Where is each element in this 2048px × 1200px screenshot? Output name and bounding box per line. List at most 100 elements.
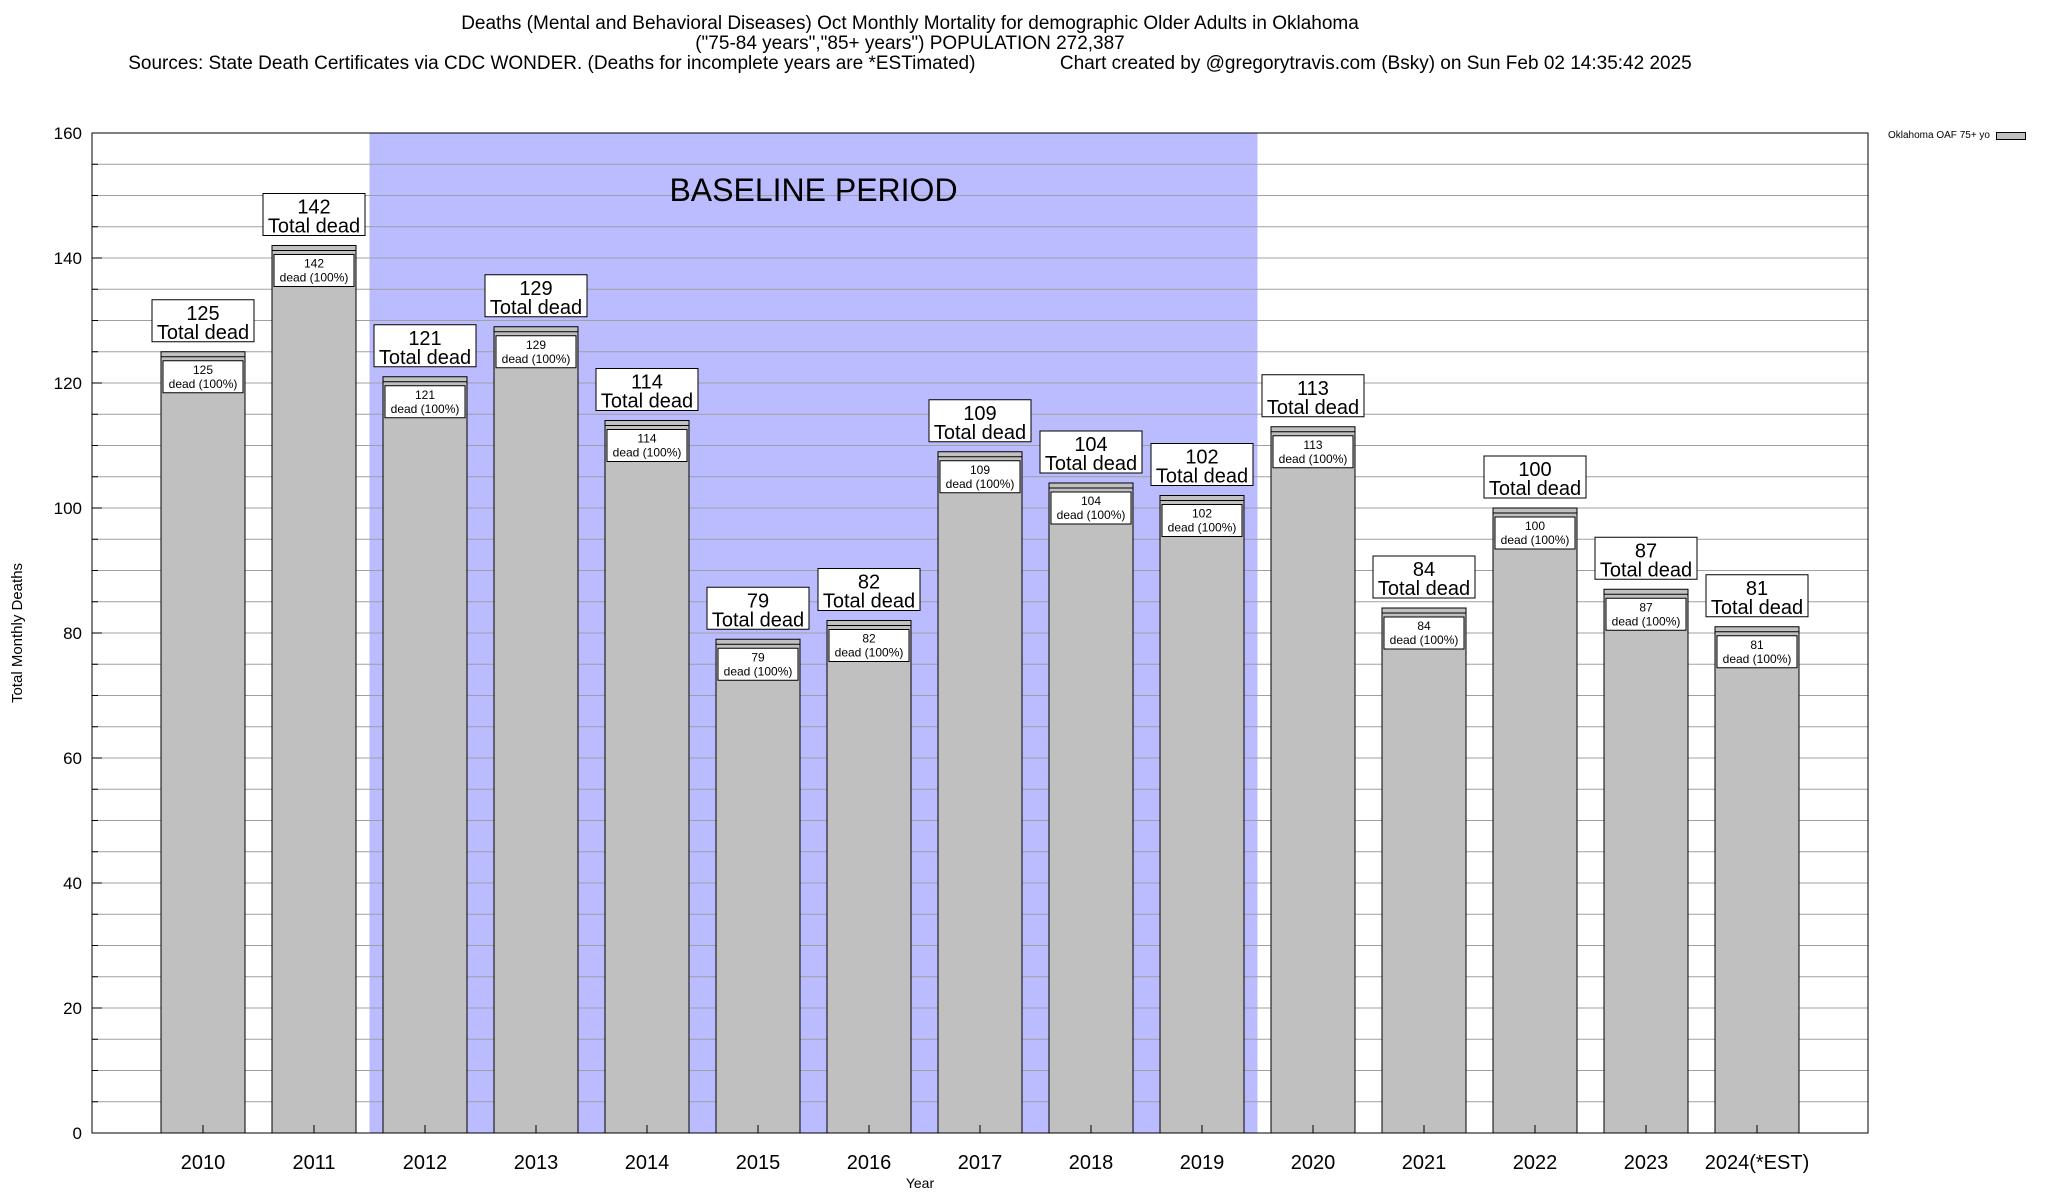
top-label-value: 102 (1185, 447, 1218, 469)
inner-label-box (606, 429, 688, 462)
inner-label-text: dead (100%) (502, 352, 571, 366)
top-label-box (484, 274, 588, 318)
inner-label-box (1605, 597, 1687, 631)
bar (1159, 495, 1245, 1134)
y-tick-label: 60 (63, 749, 82, 768)
inner-label-text: dead (100%) (613, 446, 682, 460)
inner-label-value: 82 (862, 632, 876, 646)
inner-label-box (1050, 491, 1132, 525)
top-label-box (1483, 455, 1587, 499)
bar (160, 351, 246, 1134)
bar (1048, 482, 1134, 1134)
y-tick-label: 40 (63, 874, 82, 893)
top-label-box (817, 568, 921, 611)
top-label-box (1261, 374, 1365, 418)
y-tick-label: 160 (54, 124, 82, 143)
inner-label-value: 125 (193, 363, 213, 377)
top-label-box (595, 368, 699, 411)
y-tick-label: 80 (63, 624, 82, 643)
top-label-text: Total dead (1267, 397, 1359, 419)
inner-label-box (717, 647, 799, 681)
top-label-value: 121 (408, 328, 441, 350)
bar (1603, 588, 1689, 1134)
x-axis-label: Year (906, 1175, 935, 1191)
bar (1381, 607, 1467, 1134)
bar (382, 376, 468, 1134)
top-label-value: 104 (1074, 434, 1107, 456)
x-tick-label: 2023 (1624, 1152, 1669, 1174)
top-label-value: 129 (519, 278, 552, 300)
top-label-value: 113 (1297, 378, 1329, 400)
top-label-text: Total dead (1600, 559, 1692, 581)
chart-title: Deaths (Mental and Behavioral Diseases) … (461, 13, 1359, 34)
inner-label-value: 81 (1750, 638, 1764, 652)
x-tick-label: 2024(*EST) (1705, 1152, 1810, 1174)
inner-label-box (1494, 516, 1576, 550)
y-tick-label: 0 (73, 1124, 82, 1143)
x-tick-label: 2012 (403, 1152, 448, 1174)
x-tick-label: 2016 (847, 1152, 892, 1174)
inner-label-text: dead (100%) (1390, 633, 1459, 647)
top-label-box (706, 586, 810, 630)
inner-label-box (1383, 616, 1465, 650)
x-tick-label: 2018 (1069, 1152, 1114, 1174)
inner-label-value: 142 (304, 257, 324, 271)
top-label-text: Total dead (1156, 466, 1248, 488)
top-label-value: 84 (1413, 559, 1435, 581)
top-label-text: Total dead (1489, 478, 1581, 500)
inner-label-text: dead (100%) (946, 477, 1015, 491)
inner-label-box (1272, 435, 1354, 469)
top-label-text: Total dead (1045, 453, 1137, 475)
inner-label-value: 109 (970, 463, 990, 477)
top-label-value: 79 (747, 590, 769, 612)
plot-frame (91, 132, 1869, 1134)
x-tick-label: 2020 (1291, 1152, 1336, 1174)
x-tick-label: 2013 (514, 1152, 559, 1174)
top-label-value: 100 (1518, 459, 1551, 481)
x-tick-label: 2019 (1180, 1152, 1225, 1174)
inner-label-value: 79 (751, 650, 765, 664)
inner-label-value: 114 (637, 432, 656, 446)
top-label-text: Total dead (379, 347, 471, 369)
inner-label-value: 84 (1417, 619, 1431, 633)
inner-label-text: dead (100%) (1612, 614, 1681, 628)
top-label-box (1705, 574, 1809, 618)
top-label-box (1372, 555, 1476, 599)
top-label-value: 82 (858, 572, 880, 594)
y-tick-label: 20 (63, 999, 82, 1018)
top-label-text: Total dead (823, 591, 915, 613)
inner-label-text: dead (100%) (1057, 508, 1126, 522)
inner-label-text: dead (100%) (169, 377, 238, 391)
y-tick-label: 120 (54, 374, 82, 393)
inner-label-text: dead (100%) (1501, 533, 1570, 547)
top-label-text: Total dead (1711, 597, 1803, 619)
bar (715, 638, 801, 1134)
top-label-box (151, 299, 255, 343)
inner-label-text: dead (100%) (1168, 521, 1237, 535)
top-label-value: 109 (963, 403, 996, 425)
bar (1714, 626, 1800, 1134)
x-tick-label: 2015 (736, 1152, 781, 1174)
top-label-value: 81 (1746, 578, 1768, 600)
baseline-label: BASELINE PERIOD (669, 172, 957, 208)
top-label-text: Total dead (601, 391, 693, 413)
bar (604, 420, 690, 1134)
inner-label-box (828, 629, 910, 662)
inner-label-value: 100 (1525, 519, 1545, 533)
bar (493, 326, 579, 1134)
legend-swatch (1996, 131, 2026, 140)
top-label-box (262, 193, 366, 236)
top-label-box (373, 324, 477, 368)
chart-source-line: Sources: State Death Certificates via CD… (128, 53, 1692, 74)
inner-label-text: dead (100%) (1723, 652, 1792, 666)
inner-label-box (1161, 504, 1243, 537)
top-label-text: Total dead (1378, 578, 1470, 600)
top-label-value: 125 (186, 303, 219, 325)
inner-label-box (939, 460, 1021, 494)
inner-label-value: 113 (1303, 438, 1322, 452)
bar (1492, 507, 1578, 1134)
top-label-text: Total dead (157, 322, 249, 344)
y-tick-label: 100 (54, 499, 82, 518)
x-tick-label: 2014 (625, 1152, 670, 1174)
